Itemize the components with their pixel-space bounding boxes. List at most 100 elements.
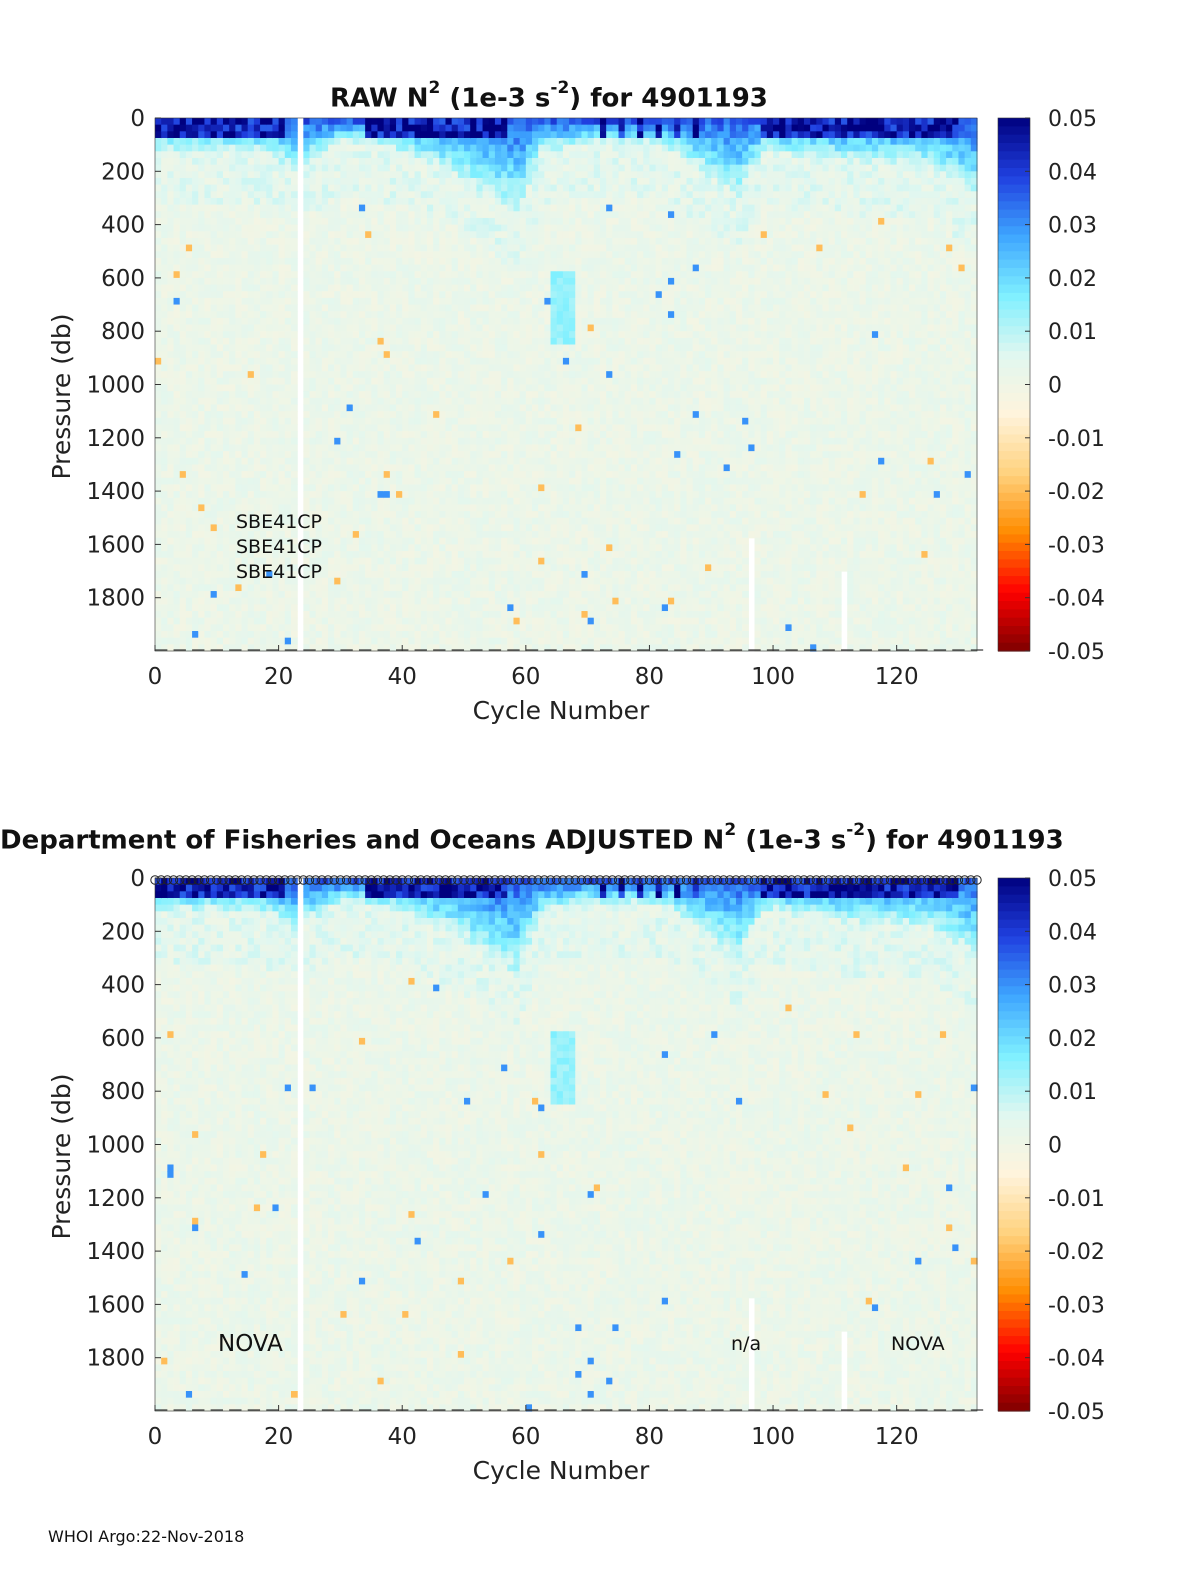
heatmap-cell xyxy=(235,417,243,426)
heatmap-cell xyxy=(266,224,274,232)
heatmap-cell xyxy=(253,131,261,139)
heatmap-cell xyxy=(513,291,521,299)
heatmap-cell xyxy=(179,611,187,619)
heatmap-cell xyxy=(334,317,342,326)
heatmap-cell xyxy=(161,611,168,619)
heatmap-cell xyxy=(371,611,379,619)
heatmap-cell xyxy=(488,324,496,332)
heatmap-cell xyxy=(414,644,422,652)
heatmap-cell xyxy=(352,284,360,292)
heatmap-cell xyxy=(216,537,224,545)
heatmap-cell xyxy=(451,437,459,446)
heatmap-cell xyxy=(260,637,267,645)
heatmap-cell xyxy=(494,297,502,306)
heatmap-cell xyxy=(414,257,422,266)
heatmap-cell xyxy=(358,424,366,432)
heatmap-cell xyxy=(328,464,335,472)
heatmap-cell xyxy=(253,551,261,559)
heatmap-cell xyxy=(321,584,329,592)
heatmap-cell xyxy=(439,531,447,539)
heatmap-cell xyxy=(544,131,552,139)
heatmap-cell xyxy=(544,277,552,286)
heatmap-cell xyxy=(235,357,243,366)
heatmap-cell xyxy=(513,171,521,179)
heatmap-cell xyxy=(433,131,440,139)
heatmap-cell xyxy=(235,304,243,312)
heatmap-cell xyxy=(179,537,187,545)
heatmap-cell xyxy=(433,317,440,326)
heatmap-cell xyxy=(167,311,175,319)
heatmap-cell xyxy=(235,171,243,179)
heatmap-cell xyxy=(272,171,280,179)
heatmap-cell xyxy=(383,317,391,326)
heatmap-cell xyxy=(278,517,286,526)
heatmap-cell xyxy=(457,484,465,492)
heatmap-cell xyxy=(488,177,496,186)
heatmap-cell xyxy=(402,451,409,459)
heatmap-cell xyxy=(346,184,354,192)
heatmap-cell xyxy=(210,417,218,426)
heatmap-cell xyxy=(167,391,175,399)
heatmap-cell xyxy=(371,131,379,139)
heatmap-cell xyxy=(439,304,447,312)
heatmap-cell xyxy=(321,424,329,432)
heatmap-cell xyxy=(229,604,236,612)
heatmap-cell xyxy=(155,504,162,512)
heatmap-cell xyxy=(476,157,484,166)
heatmap-cell xyxy=(389,437,397,446)
heatmap-cell xyxy=(377,371,385,379)
heatmap-cell xyxy=(346,171,354,179)
heatmap-cell xyxy=(352,171,360,179)
heatmap-cell xyxy=(494,451,502,459)
heatmap-cell xyxy=(451,524,459,532)
heatmap-cell xyxy=(414,571,422,579)
heatmap-cell xyxy=(253,284,261,292)
heatmap-cell xyxy=(470,224,477,232)
heatmap-cell xyxy=(371,344,379,352)
heatmap-cell xyxy=(544,164,552,172)
heatmap-cell xyxy=(266,331,274,339)
heatmap-cell xyxy=(204,557,212,565)
heatmap-cell xyxy=(544,151,552,159)
heatmap-cell xyxy=(266,464,274,472)
heatmap-cell xyxy=(365,424,372,432)
heatmap-cell xyxy=(519,264,527,272)
heatmap-cell xyxy=(247,324,255,332)
heatmap-cell xyxy=(272,224,280,232)
heatmap-cell xyxy=(513,431,521,439)
heatmap-cell xyxy=(525,171,533,179)
heatmap-cell xyxy=(155,271,162,279)
heatmap-cell xyxy=(470,517,477,526)
heatmap-cell xyxy=(352,424,360,432)
heatmap-cell xyxy=(402,197,409,206)
heatmap-cell xyxy=(303,591,311,599)
heatmap-cell xyxy=(260,284,267,292)
heatmap-cell xyxy=(464,557,471,565)
heatmap-cell xyxy=(161,471,168,479)
heatmap-cell xyxy=(402,564,409,572)
heatmap-cell xyxy=(315,144,323,152)
heatmap-cell xyxy=(241,344,249,352)
heatmap-cell xyxy=(476,131,484,139)
heatmap-cell xyxy=(290,231,298,239)
heatmap-cell xyxy=(290,144,298,152)
heatmap-cell xyxy=(464,257,471,266)
heatmap-cell xyxy=(229,344,236,352)
heatmap-cell xyxy=(315,131,323,139)
heatmap-cell xyxy=(272,471,280,479)
heatmap-cell xyxy=(340,424,348,432)
heatmap-cell xyxy=(501,357,508,366)
heatmap-cell xyxy=(476,624,484,632)
heatmap-cell xyxy=(476,224,484,232)
heatmap-cell xyxy=(513,331,521,339)
heatmap-cell xyxy=(266,197,274,206)
heatmap-cell xyxy=(278,551,286,559)
heatmap-cell xyxy=(352,517,360,526)
heatmap-cell xyxy=(445,557,453,565)
heatmap-cell xyxy=(470,444,477,452)
heatmap-cell xyxy=(167,337,175,346)
heatmap-cell xyxy=(352,118,360,126)
heatmap-cell xyxy=(532,584,539,592)
heatmap-cell xyxy=(241,224,249,232)
heatmap-cell xyxy=(192,217,199,226)
